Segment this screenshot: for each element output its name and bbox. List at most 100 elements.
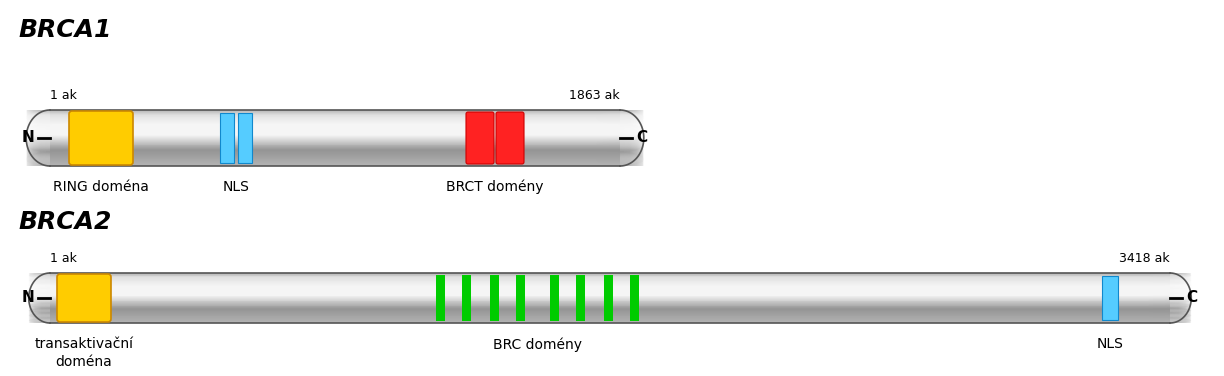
Ellipse shape (596, 126, 644, 127)
Ellipse shape (596, 147, 644, 148)
Ellipse shape (1149, 298, 1191, 299)
Ellipse shape (1149, 281, 1191, 282)
FancyBboxPatch shape (58, 274, 111, 322)
Ellipse shape (596, 137, 644, 138)
Ellipse shape (596, 114, 644, 115)
Bar (50, 110, 621, 111)
Ellipse shape (1149, 273, 1191, 274)
Ellipse shape (596, 138, 644, 139)
Ellipse shape (28, 316, 71, 317)
Ellipse shape (28, 305, 71, 306)
Ellipse shape (596, 111, 644, 112)
Ellipse shape (596, 150, 644, 151)
Bar (50, 153, 621, 154)
Bar (50, 316, 1170, 317)
Ellipse shape (28, 276, 71, 277)
Ellipse shape (596, 154, 644, 155)
Ellipse shape (1149, 316, 1191, 317)
Ellipse shape (28, 295, 71, 296)
Ellipse shape (1149, 295, 1191, 296)
Ellipse shape (26, 129, 73, 130)
Ellipse shape (26, 127, 73, 128)
Bar (50, 119, 621, 120)
Ellipse shape (1149, 277, 1191, 278)
Ellipse shape (596, 135, 644, 136)
Bar (50, 291, 1170, 292)
Bar (50, 148, 621, 149)
Ellipse shape (28, 299, 71, 300)
Ellipse shape (596, 124, 644, 125)
Ellipse shape (26, 121, 73, 122)
Ellipse shape (26, 155, 73, 156)
Ellipse shape (28, 297, 71, 298)
Bar (517, 275, 525, 321)
Ellipse shape (28, 319, 71, 320)
Bar (50, 150, 621, 151)
Bar (50, 317, 1170, 318)
Ellipse shape (596, 140, 644, 141)
Bar (50, 299, 1170, 300)
Bar (50, 159, 621, 161)
Ellipse shape (596, 133, 644, 134)
Ellipse shape (28, 306, 71, 307)
Bar (50, 305, 1170, 306)
Ellipse shape (28, 294, 71, 295)
Bar (50, 135, 621, 136)
Ellipse shape (28, 278, 71, 279)
Bar (50, 157, 621, 158)
Ellipse shape (26, 124, 73, 125)
Ellipse shape (26, 128, 73, 129)
Ellipse shape (1149, 283, 1191, 284)
Ellipse shape (1149, 274, 1191, 276)
Ellipse shape (596, 162, 644, 163)
Ellipse shape (28, 289, 71, 290)
Text: C: C (1186, 291, 1197, 305)
Bar (50, 281, 1170, 282)
Bar (50, 136, 621, 137)
Ellipse shape (596, 134, 644, 135)
Ellipse shape (26, 137, 73, 138)
Bar (50, 112, 621, 113)
Ellipse shape (1149, 276, 1191, 277)
Ellipse shape (26, 136, 73, 137)
Ellipse shape (26, 125, 73, 126)
Ellipse shape (596, 142, 644, 143)
Text: N: N (21, 291, 34, 305)
Ellipse shape (28, 301, 71, 302)
Ellipse shape (26, 161, 73, 162)
Bar (50, 310, 1170, 311)
Ellipse shape (596, 139, 644, 140)
Bar (220, 113, 234, 163)
Ellipse shape (28, 277, 71, 278)
Bar (50, 120, 621, 121)
Bar (436, 275, 446, 321)
Bar (50, 138, 621, 139)
Ellipse shape (26, 153, 73, 154)
Ellipse shape (1149, 274, 1191, 275)
Text: BRC domény: BRC domény (493, 337, 581, 352)
Bar (50, 163, 621, 164)
Ellipse shape (596, 136, 644, 137)
Ellipse shape (596, 148, 644, 149)
Ellipse shape (596, 164, 644, 165)
Bar (50, 276, 1170, 277)
Ellipse shape (28, 288, 71, 289)
Bar (50, 141, 621, 142)
Bar (50, 134, 621, 135)
Ellipse shape (1149, 279, 1191, 280)
Ellipse shape (28, 274, 71, 275)
Ellipse shape (28, 279, 71, 280)
Ellipse shape (1149, 302, 1191, 303)
Ellipse shape (1149, 319, 1191, 320)
Bar (50, 154, 621, 155)
Ellipse shape (26, 140, 73, 141)
FancyBboxPatch shape (496, 112, 524, 164)
Ellipse shape (1149, 288, 1191, 289)
Ellipse shape (28, 317, 71, 318)
Ellipse shape (1149, 306, 1191, 307)
Bar (50, 158, 621, 159)
Ellipse shape (26, 117, 73, 118)
Bar (50, 122, 621, 123)
Bar (50, 151, 621, 152)
Ellipse shape (28, 291, 71, 292)
